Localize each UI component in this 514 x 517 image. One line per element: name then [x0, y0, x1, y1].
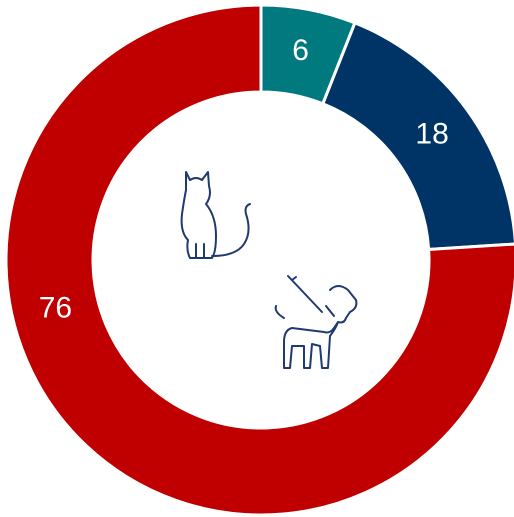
dog-icon — [274, 275, 358, 369]
data-label: 18 — [415, 118, 448, 151]
slice — [4, 3, 514, 517]
data-label: 76 — [39, 292, 72, 325]
slices — [4, 3, 514, 517]
slice — [320, 20, 514, 252]
data-label: 6 — [292, 34, 309, 67]
cat-icon — [180, 171, 251, 259]
